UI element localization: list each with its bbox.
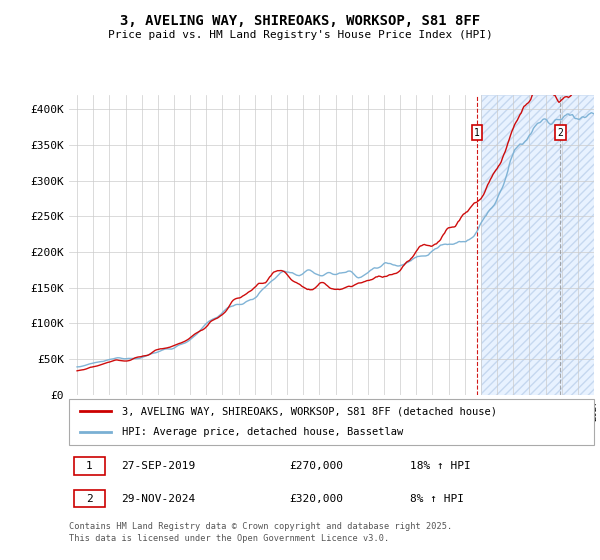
Bar [481, 95, 600, 395]
Text: 18% ↑ HPI: 18% ↑ HPI [410, 461, 471, 471]
Text: 2: 2 [557, 128, 563, 138]
Text: 3, AVELING WAY, SHIREOAKS, WORKSOP, S81 8FF (detached house): 3, AVELING WAY, SHIREOAKS, WORKSOP, S81 … [121, 406, 497, 416]
FancyBboxPatch shape [69, 399, 594, 445]
Text: 27-SEP-2019: 27-SEP-2019 [121, 461, 196, 471]
Text: 2: 2 [86, 494, 93, 504]
Bar [481, 95, 600, 395]
Text: Contains HM Land Registry data © Crown copyright and database right 2025.: Contains HM Land Registry data © Crown c… [69, 522, 452, 531]
Text: HPI: Average price, detached house, Bassetlaw: HPI: Average price, detached house, Bass… [121, 427, 403, 437]
Text: 1: 1 [474, 128, 480, 138]
Text: 8% ↑ HPI: 8% ↑ HPI [410, 494, 464, 504]
Text: This data is licensed under the Open Government Licence v3.0.: This data is licensed under the Open Gov… [69, 534, 389, 543]
Text: 1: 1 [86, 461, 93, 471]
Text: 29-NOV-2024: 29-NOV-2024 [121, 494, 196, 504]
FancyBboxPatch shape [74, 490, 105, 507]
Text: £270,000: £270,000 [290, 461, 343, 471]
Text: 3, AVELING WAY, SHIREOAKS, WORKSOP, S81 8FF: 3, AVELING WAY, SHIREOAKS, WORKSOP, S81 … [120, 14, 480, 28]
Text: Price paid vs. HM Land Registry's House Price Index (HPI): Price paid vs. HM Land Registry's House … [107, 30, 493, 40]
Text: £320,000: £320,000 [290, 494, 343, 504]
FancyBboxPatch shape [74, 458, 105, 475]
